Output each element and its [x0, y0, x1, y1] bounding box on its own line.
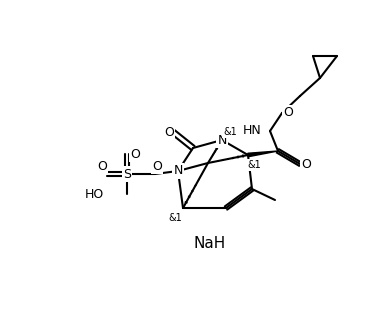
Text: O: O	[130, 147, 140, 160]
Text: NaH: NaH	[194, 236, 226, 251]
Text: O: O	[301, 157, 311, 170]
Text: O: O	[164, 126, 174, 139]
Text: &1: &1	[247, 160, 261, 170]
Text: O: O	[97, 159, 107, 172]
Text: S: S	[123, 168, 131, 181]
Text: &1: &1	[223, 127, 237, 137]
Text: O: O	[152, 159, 162, 172]
Polygon shape	[248, 151, 278, 157]
Text: O: O	[283, 107, 293, 120]
Text: HN: HN	[243, 125, 262, 138]
Text: &1: &1	[168, 213, 182, 223]
Text: N: N	[217, 134, 227, 146]
Text: HO: HO	[85, 187, 104, 200]
Text: N: N	[173, 165, 183, 177]
